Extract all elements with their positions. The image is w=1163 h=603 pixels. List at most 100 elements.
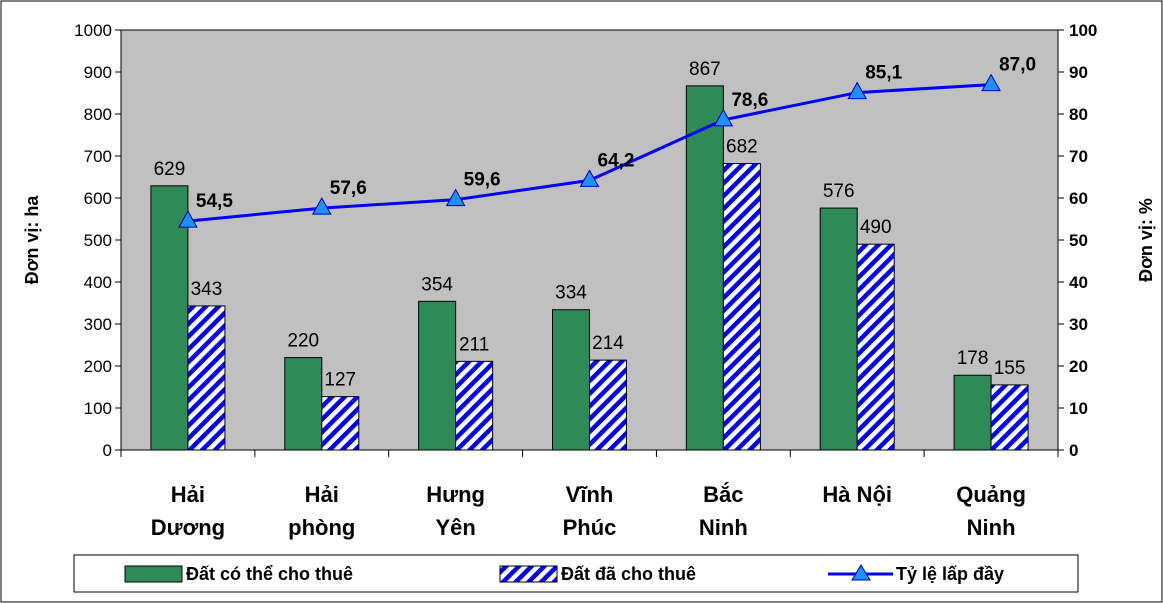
line-point-triangle-icon: [981, 73, 1001, 92]
x-category-label: Hưng Yên: [426, 482, 485, 540]
y-axis-left-title: Đơn vị: ha: [22, 195, 42, 285]
bar-value-label: 490: [860, 217, 892, 238]
y-left-tick-label: 500: [84, 231, 112, 250]
bar-value-label: 334: [555, 283, 587, 304]
legend-box: [73, 554, 1079, 593]
y-left-tick-label: 400: [84, 273, 112, 292]
x-category-label-line: Ninh: [699, 515, 748, 540]
x-category-label-line: phòng: [288, 515, 355, 540]
y-left-tick-label: 200: [84, 357, 112, 376]
x-category-label-line: Dương: [151, 515, 225, 540]
y-axis-right-title: Đơn vị: %: [1136, 198, 1156, 282]
x-category-label-line: Hưng: [426, 482, 485, 507]
y-right-tick-label: 100: [1069, 21, 1097, 40]
line-value-label: 57,6: [330, 178, 367, 199]
line-point-triangle-icon: [713, 108, 734, 127]
x-category-label: Vĩnh Phúc: [563, 482, 617, 540]
legend-swatch-dat-da-cho-thue: [499, 565, 558, 583]
line-value-label: 59,6: [464, 170, 501, 191]
bar-dat-da-cho-thue: [589, 359, 627, 451]
bar-value-label: 867: [689, 59, 721, 80]
bar-dat-co-the: [953, 374, 992, 451]
bar-dat-co-the: [819, 207, 858, 451]
x-category-label-line: Quảng: [956, 482, 1026, 507]
y-left-tick-label: 300: [84, 315, 112, 334]
bar-dat-da-cho-thue: [321, 396, 360, 451]
bar-dat-da-cho-thue: [722, 163, 761, 451]
bar-dat-co-the: [685, 85, 724, 451]
x-category-label-line: Hải: [171, 482, 205, 507]
line-value-label: 87,0: [999, 55, 1036, 76]
y-left-tick-label: 100: [84, 399, 112, 418]
x-category-label-line: Vĩnh: [566, 482, 614, 507]
y-right-tick-label: 10: [1069, 399, 1088, 418]
bars-layer: [150, 85, 1029, 451]
y-right-tick-label: 70: [1069, 147, 1088, 166]
line-value-label: 78,6: [731, 90, 768, 111]
x-category-label-line: Phúc: [563, 515, 617, 540]
line-value-label: 85,1: [865, 63, 902, 84]
bar-value-label: 211: [459, 334, 489, 355]
x-category-label: Bắc Ninh: [699, 482, 748, 540]
y-right-tick-label: 40: [1069, 273, 1088, 292]
y-right-tick-label: 60: [1069, 189, 1088, 208]
x-category-label: Hà Nội: [822, 482, 892, 507]
y-right-tick-label: 80: [1069, 105, 1088, 124]
bar-dat-co-the: [150, 185, 189, 451]
bar-dat-co-the: [552, 309, 590, 451]
bar-dat-da-cho-thue: [455, 360, 494, 451]
legend-label-dat-co-the: Đất có thể cho thuê: [186, 564, 353, 584]
legend-triangle-icon: [851, 564, 871, 581]
line-point-triangle-icon: [847, 81, 868, 100]
legend-label-ty-le: Tỷ lệ lấp đầy: [896, 564, 1004, 584]
line-value-label: 64,2: [598, 150, 635, 171]
bar-value-label: 214: [592, 333, 624, 354]
bar-value-label: 682: [726, 137, 758, 158]
y-right-tick-label: 0: [1069, 441, 1078, 460]
y-right-tick-label: 50: [1069, 231, 1088, 250]
y-left-tick-label: 1000: [74, 21, 112, 40]
bar-dat-co-the: [284, 357, 323, 451]
y-left-tick-label: 900: [84, 63, 112, 82]
bar-value-label: 343: [191, 279, 223, 300]
bar-value-label: 178: [957, 348, 989, 369]
line-point-triangle-icon: [445, 188, 466, 207]
x-category-label-line: Hà Nội: [822, 482, 892, 507]
y-right-tick-label: 30: [1069, 315, 1088, 334]
legend-swatch-dat-co-the: [124, 565, 183, 583]
x-category-label-line: Ninh: [967, 515, 1016, 540]
x-category-label-line: Yên: [435, 515, 475, 540]
x-category-label-line: Bắc: [703, 482, 743, 507]
bar-value-label: 127: [324, 370, 356, 391]
line-value-label: 54,5: [196, 191, 233, 212]
bar-dat-co-the: [418, 300, 457, 451]
legend-label-dat-da-cho-thue: Đất đã cho thuê: [561, 564, 696, 584]
line-layer: [178, 73, 1001, 228]
bar-dat-da-cho-thue: [187, 305, 226, 451]
y-left-tick-label: 0: [103, 441, 112, 460]
y-right-tick-label: 20: [1069, 357, 1088, 376]
bar-value-label: 220: [287, 331, 319, 352]
axes-layer: 0 100 200 300 400 500 600 700 800 900 1000 0 10 20 30 4…: [74, 21, 1097, 540]
bar-dat-da-cho-thue: [990, 384, 1029, 451]
y-right-tick-label: 90: [1069, 63, 1088, 82]
bar-value-label: 354: [421, 274, 453, 295]
bar-value-label: 155: [994, 358, 1026, 379]
line-point-triangle-icon: [311, 197, 332, 215]
x-category-label: Hải phòng: [288, 482, 355, 540]
bar-value-label: 576: [823, 181, 855, 202]
x-category-label: Quảng Ninh: [956, 482, 1026, 540]
line-point-triangle-icon: [579, 169, 600, 187]
x-category-label-line: Hải: [305, 482, 339, 507]
y-left-tick-label: 700: [84, 147, 112, 166]
y-left-tick-label: 800: [84, 105, 112, 124]
bar-value-label: 629: [154, 159, 186, 180]
bar-dat-da-cho-thue: [856, 243, 895, 451]
line-point-triangle-icon: [178, 210, 198, 228]
legend: Đất có thể cho thuê Đất đã cho thuê Tỷ l…: [73, 554, 1079, 593]
x-category-label: Hải Dương: [151, 482, 225, 540]
y-left-tick-label: 600: [84, 189, 112, 208]
